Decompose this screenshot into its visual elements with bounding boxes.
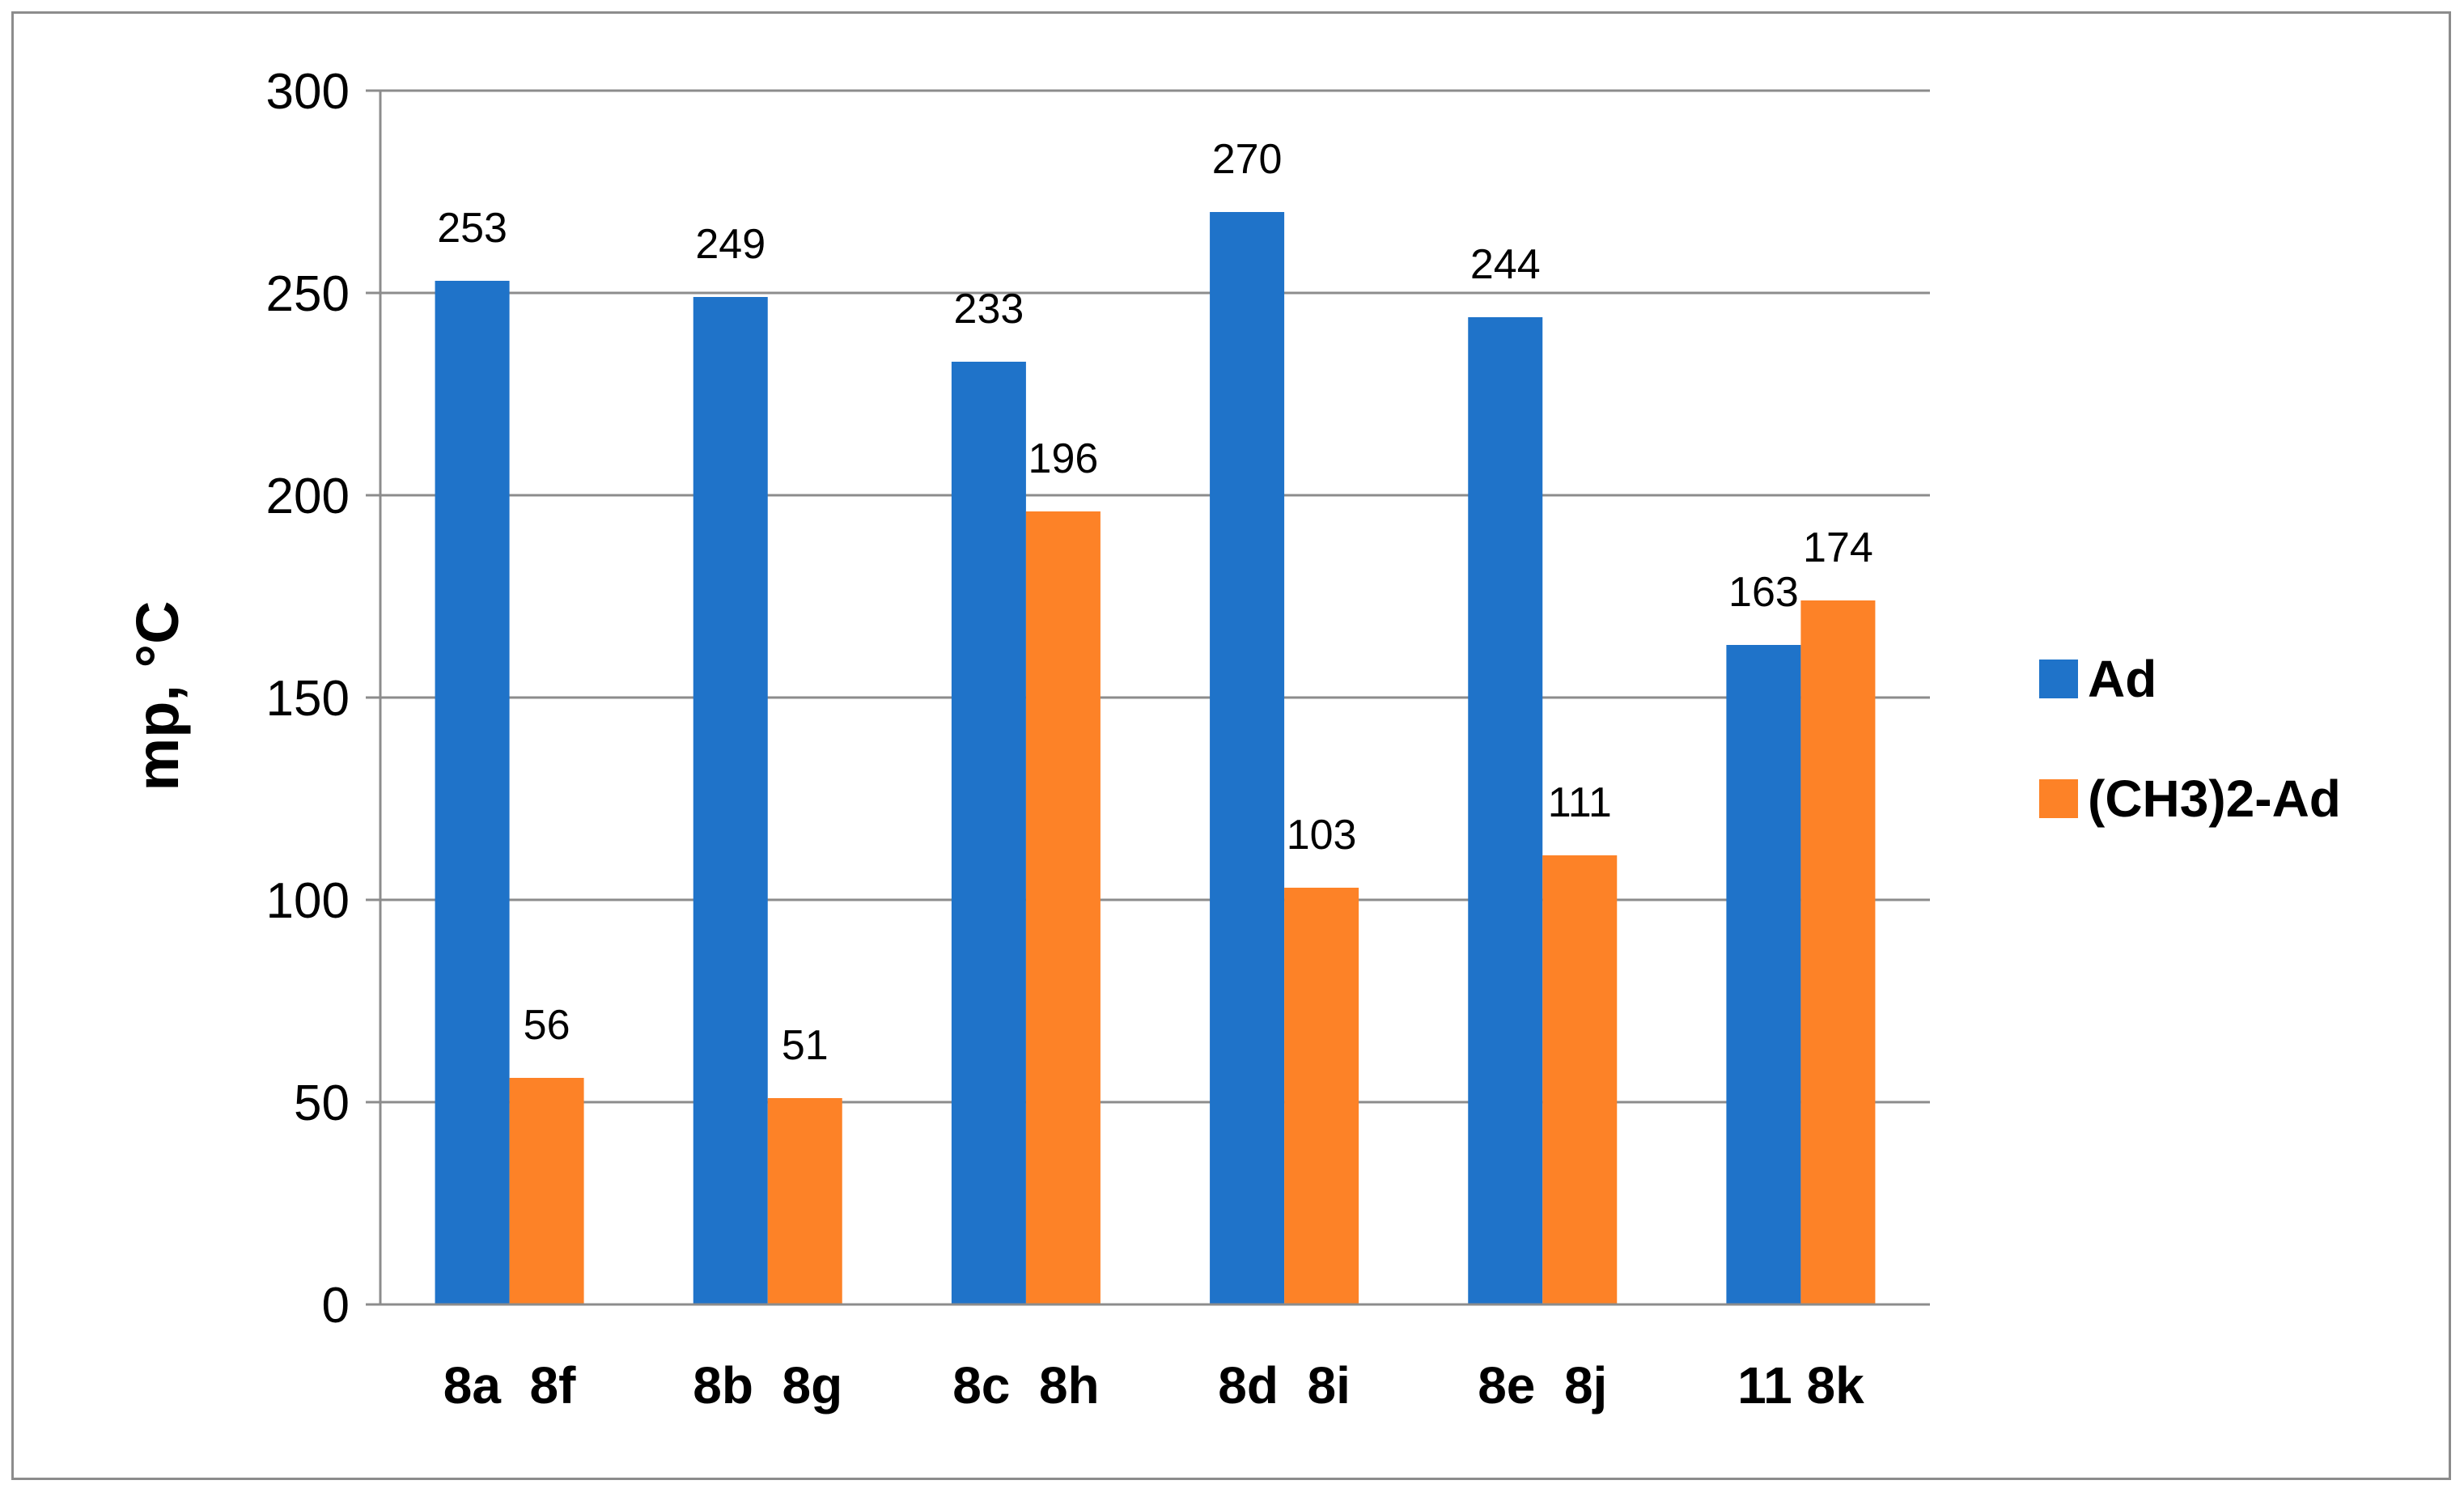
bar-ad xyxy=(1726,645,1801,1304)
grid-layer xyxy=(380,89,1930,1104)
bar-ch3-2-ad xyxy=(1284,888,1359,1304)
data-label: 103 xyxy=(1287,812,1357,859)
data-label: 270 xyxy=(1212,136,1283,183)
bar-ad xyxy=(435,281,510,1304)
y-tick-label: 200 xyxy=(266,469,350,524)
bar-ch3-2-ad xyxy=(1800,600,1876,1304)
y-tick-label: 300 xyxy=(266,64,350,120)
y-tick-label: 250 xyxy=(266,266,350,322)
data-label: 249 xyxy=(695,221,765,268)
legend-label: Ad xyxy=(2088,650,2157,708)
x-category-label: 8e 8j xyxy=(1478,1356,1607,1415)
bar-ch3-2-ad xyxy=(767,1098,842,1304)
bar-ad xyxy=(1468,317,1543,1304)
bar-ch3-2-ad xyxy=(1542,855,1618,1304)
y-axis-title: mp, °C xyxy=(124,600,191,791)
data-label: 196 xyxy=(1028,435,1099,482)
data-label: 56 xyxy=(524,1002,570,1049)
y-tick-label: 0 xyxy=(322,1278,350,1334)
legend: Ad (CH3)2-Ad xyxy=(2039,650,2341,828)
data-label: 163 xyxy=(1728,569,1799,616)
bars-layer xyxy=(435,212,1876,1304)
data-label: 174 xyxy=(1803,524,1873,571)
x-category-label: 8d 8i xyxy=(1218,1356,1351,1415)
data-label: 233 xyxy=(954,286,1024,333)
legend-swatch xyxy=(2039,779,2078,818)
y-tick-label: 100 xyxy=(266,873,350,929)
x-category-label: 8b 8g xyxy=(693,1356,842,1415)
bar-ch3-2-ad xyxy=(509,1078,584,1304)
bar-ad xyxy=(951,362,1026,1304)
bar-ch3-2-ad xyxy=(1025,511,1101,1304)
data-label: 111 xyxy=(1548,779,1612,826)
data-label: 253 xyxy=(437,205,507,252)
x-category-label: 8a 8f xyxy=(443,1356,576,1415)
y-tick-label: 50 xyxy=(294,1075,350,1131)
x-category-label: 8c 8h xyxy=(952,1356,1099,1415)
data-label: 51 xyxy=(782,1022,829,1069)
x-category-label: 11 8k xyxy=(1737,1356,1864,1415)
y-tick-label: 150 xyxy=(266,671,350,727)
legend-label: (CH3)2-Ad xyxy=(2088,770,2341,828)
data-label: 244 xyxy=(1470,241,1541,288)
bar-ad xyxy=(693,297,768,1304)
legend-swatch xyxy=(2039,660,2078,698)
axis-layer: 0 50 100 150 200 250 300 8a 8f 8b 8g 8c 8h 8d 8i 8e… xyxy=(266,64,1930,1415)
bar-ad xyxy=(1210,212,1285,1304)
